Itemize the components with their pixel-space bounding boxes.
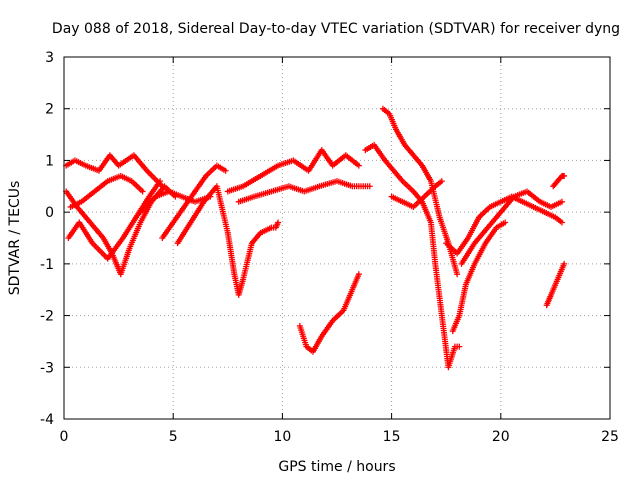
data-point <box>438 178 445 185</box>
series-track-8 <box>224 147 362 195</box>
series-track-11 <box>362 141 463 371</box>
series-track-13 <box>388 178 445 210</box>
series-track-19 <box>268 219 282 231</box>
y-tick-label: 0 <box>45 205 54 221</box>
data-point <box>366 183 373 190</box>
data-point <box>561 260 568 267</box>
axis-ticks: 0 5 10 15 20 25 -4 -3 -2 -1 0 1 2 3 <box>40 50 619 445</box>
series-track-18 <box>550 172 568 190</box>
data-point <box>159 183 166 190</box>
x-tick-label: 15 <box>383 429 401 445</box>
data-point <box>456 343 463 350</box>
y-tick-label: -3 <box>40 360 54 376</box>
data-point <box>275 219 282 226</box>
series-track-7 <box>137 188 214 216</box>
data-point <box>355 162 362 169</box>
data-point <box>558 198 565 205</box>
series-track-2 <box>65 178 164 262</box>
x-tick-label: 25 <box>601 429 619 445</box>
data-points <box>63 105 568 371</box>
y-tick-label: -4 <box>40 412 54 428</box>
series-track-10 <box>296 271 362 355</box>
x-tick-label: 5 <box>169 429 178 445</box>
x-tick-label: 10 <box>273 429 291 445</box>
data-point <box>558 219 565 226</box>
data-point <box>502 219 509 226</box>
data-point <box>207 193 214 200</box>
y-axis-label: SDTVAR / TECUs <box>7 181 23 296</box>
series-track-12 <box>379 105 461 278</box>
series-track-3 <box>63 152 166 190</box>
series-track-16 <box>449 219 509 335</box>
y-tick-label: 3 <box>45 50 54 66</box>
x-tick-label: 0 <box>60 429 69 445</box>
data-point <box>561 172 568 179</box>
y-tick-label: 1 <box>45 153 54 169</box>
series-track-5 <box>159 162 229 241</box>
series-track-17 <box>543 260 568 309</box>
series-track-15 <box>458 188 565 267</box>
y-tick-label: 2 <box>45 102 54 118</box>
plot-frame <box>63 56 611 420</box>
y-tick-label: -2 <box>40 309 54 325</box>
series-track-14 <box>443 193 565 257</box>
data-point <box>139 188 146 195</box>
series-track-9 <box>235 178 373 205</box>
x-tick-label: 20 <box>492 429 510 445</box>
chart-title: Day 088 of 2018, Sidereal Day-to-day VTE… <box>52 21 620 37</box>
grid <box>64 57 610 419</box>
y-tick-label: -1 <box>40 257 54 273</box>
data-point <box>454 271 461 278</box>
series-track-6 <box>174 183 275 298</box>
data-point <box>222 167 229 174</box>
x-axis-label: GPS time / hours <box>278 459 395 475</box>
series-track-4 <box>67 172 146 210</box>
data-point <box>355 271 362 278</box>
